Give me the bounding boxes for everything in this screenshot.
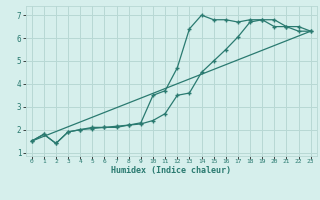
X-axis label: Humidex (Indice chaleur): Humidex (Indice chaleur) [111, 166, 231, 175]
